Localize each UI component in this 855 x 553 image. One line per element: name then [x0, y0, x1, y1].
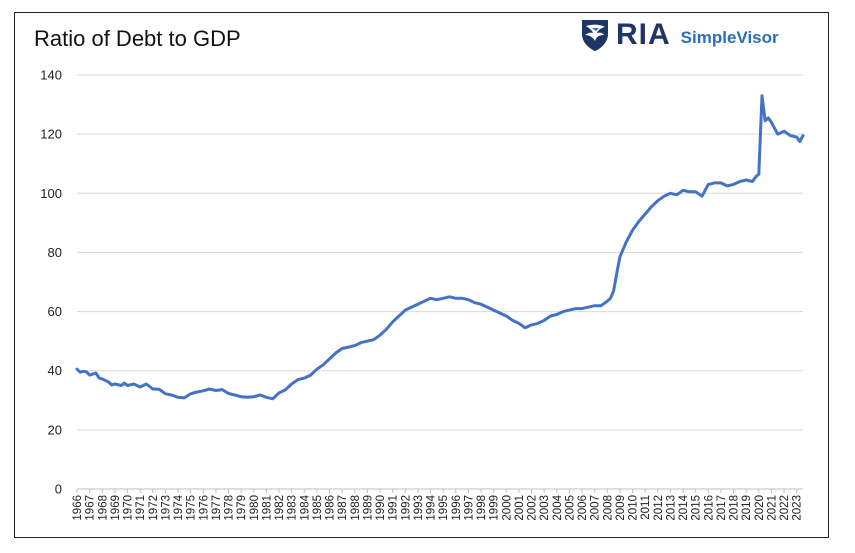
x-tick-label: 2006 — [577, 495, 589, 521]
x-tick-label: 2005 — [564, 495, 576, 521]
x-tick-label: 2014 — [678, 494, 690, 520]
x-tick-label: 2013 — [665, 495, 677, 521]
x-tick-label: 1987 — [337, 495, 349, 521]
x-tick-label: 1977 — [211, 495, 223, 521]
x-tick-label: 2012 — [653, 495, 665, 521]
y-tick-label: 0 — [55, 482, 62, 497]
series-line — [75, 94, 805, 401]
x-tick-label: 1975 — [186, 495, 198, 521]
chart-frame — [14, 12, 829, 538]
x-tick-label: 1984 — [299, 494, 311, 520]
x-tick-label: 2007 — [590, 495, 602, 521]
brand-logo: RIA SimpleVisor — [580, 16, 779, 54]
x-tick-label: 1973 — [160, 495, 172, 521]
x-tick-label: 1989 — [362, 495, 374, 521]
brand-ria-text: RIA — [616, 18, 671, 51]
x-tick-label: 1992 — [400, 495, 412, 521]
x-tick-label: 1995 — [438, 495, 450, 521]
eagle-shield-icon — [582, 20, 608, 51]
x-tick-label: 1997 — [463, 495, 475, 521]
x-tick-label: 1978 — [224, 495, 236, 521]
chart-title: Ratio of Debt to GDP — [34, 26, 241, 51]
y-tick-label: 140 — [40, 68, 62, 83]
x-tick-label: 1980 — [249, 495, 261, 521]
x-axis-ticks: 1966 1967 1968 1969 1970 1971 1972 1973 1974 1975… — [72, 489, 804, 521]
y-axis-ticks: 0 20 40 60 80 100 120 140 — [40, 68, 62, 497]
x-tick-label: 2017 — [716, 495, 728, 521]
x-tick-label: 2003 — [539, 495, 551, 521]
x-tick-label: 1979 — [236, 495, 248, 521]
x-tick-label: 1971 — [135, 495, 147, 521]
y-tick-label: 20 — [48, 422, 62, 437]
x-tick-label: 2016 — [703, 495, 715, 521]
x-tick-label: 2018 — [729, 495, 741, 521]
x-tick-label: 1993 — [413, 495, 425, 521]
y-tick-label: 120 — [40, 127, 62, 142]
x-tick-label: 1969 — [110, 495, 122, 521]
y-tick-label: 80 — [48, 245, 62, 260]
x-tick-label: 1983 — [287, 495, 299, 521]
y-tick-label: 60 — [48, 304, 62, 319]
x-tick-label: 1991 — [388, 495, 400, 521]
x-tick-label: 1976 — [198, 495, 210, 521]
x-tick-label: 2020 — [754, 495, 766, 521]
x-tick-label: 1996 — [451, 495, 463, 521]
y-tick-label: 40 — [48, 363, 62, 378]
x-tick-label: 1998 — [476, 495, 488, 521]
x-tick-label: 1999 — [489, 495, 501, 521]
x-tick-label: 2011 — [640, 495, 652, 520]
x-tick-label: 2008 — [602, 495, 614, 521]
x-tick-label: 2021 — [766, 495, 778, 521]
x-tick-label: 1982 — [274, 495, 286, 521]
x-tick-label: 1974 — [173, 494, 185, 520]
x-tick-label: 1967 — [85, 495, 97, 521]
x-tick-label: 2009 — [615, 495, 627, 521]
x-tick-label: 1990 — [375, 495, 387, 521]
grid-lines — [77, 74, 803, 490]
y-tick-label: 100 — [40, 186, 62, 201]
x-tick-label: 1968 — [97, 495, 109, 521]
x-tick-label: 1986 — [325, 495, 337, 521]
x-tick-label: 1988 — [350, 495, 362, 521]
x-tick-label: 2019 — [741, 495, 753, 521]
x-tick-label: 2002 — [527, 495, 539, 521]
x-tick-label: 1970 — [123, 495, 135, 521]
x-tick-label: 1972 — [148, 495, 160, 521]
x-tick-label: 2010 — [628, 495, 640, 521]
x-tick-label: 2000 — [501, 495, 513, 521]
x-tick-label: 1981 — [261, 495, 273, 521]
x-tick-label: 1994 — [426, 494, 438, 520]
x-tick-label: 1985 — [312, 495, 324, 521]
x-tick-label: 1966 — [72, 495, 84, 521]
x-tick-label: 2004 — [552, 494, 564, 520]
x-tick-label: 2015 — [691, 495, 703, 521]
x-tick-label: 2001 — [514, 495, 526, 521]
x-tick-label: 2023 — [792, 495, 804, 521]
brand-simplevisor-text: SimpleVisor — [680, 28, 779, 47]
x-tick-label: 2022 — [779, 495, 791, 521]
